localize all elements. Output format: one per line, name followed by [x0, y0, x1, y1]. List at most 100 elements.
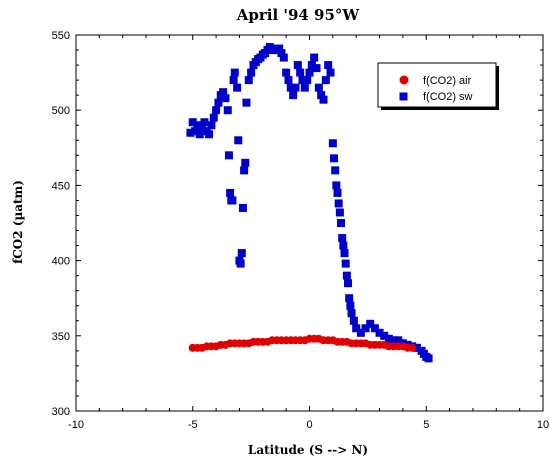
data-point-sw [233, 83, 242, 92]
data-point-sw [352, 324, 361, 333]
data-point-sw [228, 196, 237, 205]
y-axis-ticks: 300 350 400 450 500 550 [52, 30, 543, 418]
data-point-sw [298, 76, 307, 85]
data-point-sw [238, 203, 247, 212]
data-point-sw [356, 328, 365, 337]
data-point-sw [305, 68, 314, 77]
data-point-sw [314, 83, 323, 92]
y-tick-label: 350 [52, 331, 70, 343]
data-point-sw [230, 68, 239, 77]
data-point-sw [424, 354, 433, 363]
y-tick-label: 500 [52, 105, 70, 117]
data-point-sw [334, 199, 343, 208]
x-tick-label: 10 [537, 419, 549, 431]
data-point-sw [332, 181, 341, 190]
data-point-sw [223, 106, 232, 115]
data-point-sw [241, 158, 250, 167]
series-layer [186, 43, 433, 363]
data-point-sw [366, 319, 375, 328]
data-point-sw [277, 49, 286, 58]
data-point-sw [326, 68, 335, 77]
data-point-sw [342, 271, 351, 280]
data-point-sw [242, 98, 251, 107]
data-point-sw [331, 166, 340, 175]
y-tick-label: 550 [52, 30, 70, 42]
data-point-sw [361, 324, 370, 333]
x-tick-label: -5 [188, 419, 198, 431]
data-point-sw [279, 53, 288, 62]
data-point-sw [412, 343, 421, 352]
data-point-sw [303, 76, 312, 85]
data-point-sw [394, 336, 403, 345]
data-point-sw [229, 76, 238, 85]
data-point-sw [193, 121, 202, 130]
data-point-sw [380, 331, 389, 340]
data-point-sw [370, 324, 379, 333]
data-point-sw [337, 219, 346, 227]
legend-box [377, 62, 497, 108]
data-point-sw [300, 83, 309, 92]
y-tick-label: 400 [52, 256, 70, 268]
data-point-sw [186, 128, 195, 137]
data-point-sw [207, 121, 216, 130]
data-point-sw [346, 301, 355, 310]
data-point-sw [226, 188, 235, 197]
data-point-sw [286, 83, 295, 92]
data-point-sw [389, 336, 398, 345]
data-point-sw [324, 61, 333, 70]
data-point-sw [345, 294, 354, 303]
data-point-sw [333, 188, 342, 197]
legend-label-sw: f(CO2) sw [423, 91, 473, 103]
data-point-sw [275, 44, 284, 53]
data-point-sw [349, 316, 358, 325]
data-point-air [408, 343, 417, 352]
legend-label-air: f(CO2) air [423, 75, 472, 87]
y-axis-label: fCO2 (µatm) [11, 180, 25, 264]
data-point-sw [198, 124, 207, 133]
data-point-sw [244, 76, 253, 85]
y-tick-label: 450 [52, 180, 70, 192]
data-point-sw [293, 61, 302, 70]
data-point-sw [209, 113, 218, 122]
data-point-sw [234, 136, 243, 145]
x-tick-label: -10 [68, 419, 84, 431]
data-point-sw [384, 334, 393, 343]
data-point-sw [224, 151, 233, 160]
data-point-sw [291, 83, 300, 92]
data-point-sw [200, 118, 209, 127]
data-point-sw [240, 166, 249, 175]
data-point-sw [191, 127, 200, 136]
data-point-sw [344, 279, 353, 288]
x-axis-ticks: -10 -5 0 5 10 [68, 35, 549, 431]
data-point-sw [247, 68, 256, 77]
data-point-sw [338, 234, 347, 243]
data-point-sw [296, 68, 305, 77]
data-point-sw [310, 53, 319, 62]
data-point-sw [321, 76, 330, 85]
series-air [188, 334, 417, 352]
legend-marker-sw [399, 92, 408, 101]
data-point-sw [307, 61, 316, 70]
data-point-sw [341, 259, 350, 268]
data-point-sw [212, 106, 221, 115]
data-point-sw [284, 76, 293, 85]
data-point-sw [195, 130, 204, 139]
x-tick-label: 5 [423, 419, 429, 431]
data-point-sw [188, 118, 197, 127]
data-point-sw [236, 259, 245, 268]
data-point-sw [328, 139, 337, 148]
data-point-sw [339, 241, 348, 250]
x-tick-label: 0 [306, 419, 312, 431]
data-point-sw [214, 98, 223, 107]
legend: f(CO2) air f(CO2) sw [377, 62, 499, 110]
legend-marker-air [399, 75, 409, 85]
data-point-sw [340, 249, 349, 258]
chart-title: April '94 95°W [236, 6, 361, 24]
data-point-sw [237, 249, 246, 258]
data-point-sw [289, 91, 298, 100]
data-point-sw [335, 208, 344, 217]
data-point-sw [219, 88, 228, 97]
data-point-sw [221, 94, 230, 103]
x-axis-label: Latitude (S --> N) [248, 443, 368, 457]
